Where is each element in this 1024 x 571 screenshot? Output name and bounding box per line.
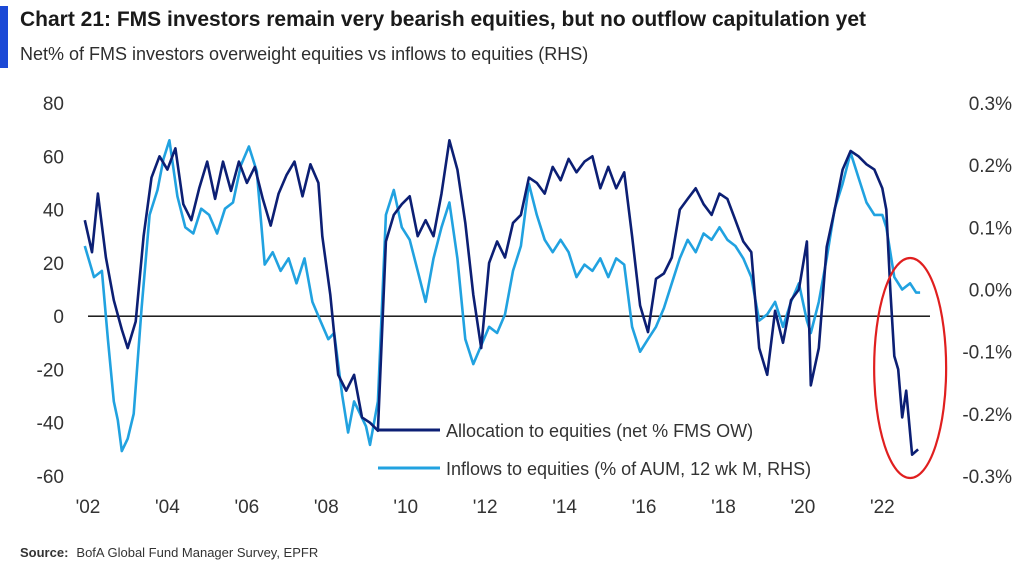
left-tick-label: 20 [43, 254, 64, 275]
x-tick-label: '10 [393, 497, 418, 518]
right-tick-label: 0.1% [969, 218, 1012, 239]
right-tick-label: 0.0% [969, 281, 1012, 302]
left-tick-label: -40 [37, 414, 64, 435]
left-axis-ticks: 80 60 40 20 0 -20 -40 -60 [37, 94, 64, 488]
series-line-inflows [83, 139, 921, 453]
x-tick-label: '06 [234, 497, 259, 518]
right-tick-label: -0.2% [962, 405, 1012, 426]
left-tick-label: 80 [43, 94, 64, 115]
right-axis-ticks: 0.3% 0.2% 0.1% 0.0% -0.1% -0.2% -0.3% [962, 94, 1012, 488]
left-tick-label: 0 [53, 307, 64, 328]
legend-label-inflows: Inflows to equities (% of AUM, 12 wk M, … [446, 459, 811, 479]
left-tick-label: -60 [37, 467, 64, 488]
left-tick-label: -20 [37, 360, 64, 381]
legend-label-allocation: Allocation to equities (net % FMS OW) [446, 421, 753, 441]
chart-subtitle: Net% of FMS investors overweight equitie… [20, 44, 589, 64]
chart-title: Chart 21: FMS investors remain very bear… [20, 8, 866, 31]
right-tick-label: 0.3% [969, 94, 1012, 115]
x-tick-label: '16 [632, 497, 657, 518]
source-note: Source: BofA Global Fund Manager Survey, … [20, 545, 318, 560]
source-text: BofA Global Fund Manager Survey, EPFR [76, 545, 319, 560]
x-tick-label: '14 [552, 497, 577, 518]
x-tick-label: '04 [155, 497, 180, 518]
source-label: Source: [20, 545, 69, 560]
title-accent-bar [0, 6, 8, 68]
series-line-allocation [83, 139, 919, 456]
highlight-circle [873, 256, 948, 480]
right-tick-label: -0.3% [962, 467, 1012, 488]
left-tick-label: 60 [43, 147, 64, 168]
left-tick-label: 40 [43, 201, 64, 222]
x-tick-label: '20 [791, 497, 816, 518]
right-tick-label: -0.1% [962, 343, 1012, 364]
x-tick-label: '22 [870, 497, 895, 518]
x-axis-ticks: '02 '04 '06 '08 '10 '12 '14 '16 '18 '20 '22 [76, 497, 895, 518]
legend: Allocation to equities (net % FMS OW) In… [378, 421, 811, 479]
x-tick-label: '02 [76, 497, 101, 518]
x-tick-label: '18 [711, 497, 736, 518]
right-tick-label: 0.2% [969, 156, 1012, 177]
x-tick-label: '12 [473, 497, 498, 518]
chart-canvas: 80 60 40 20 0 -20 -40 -60 0.3% 0.2% 0.1% 0.0% -0.1%… [37, 94, 1013, 518]
x-tick-label: '08 [314, 497, 339, 518]
